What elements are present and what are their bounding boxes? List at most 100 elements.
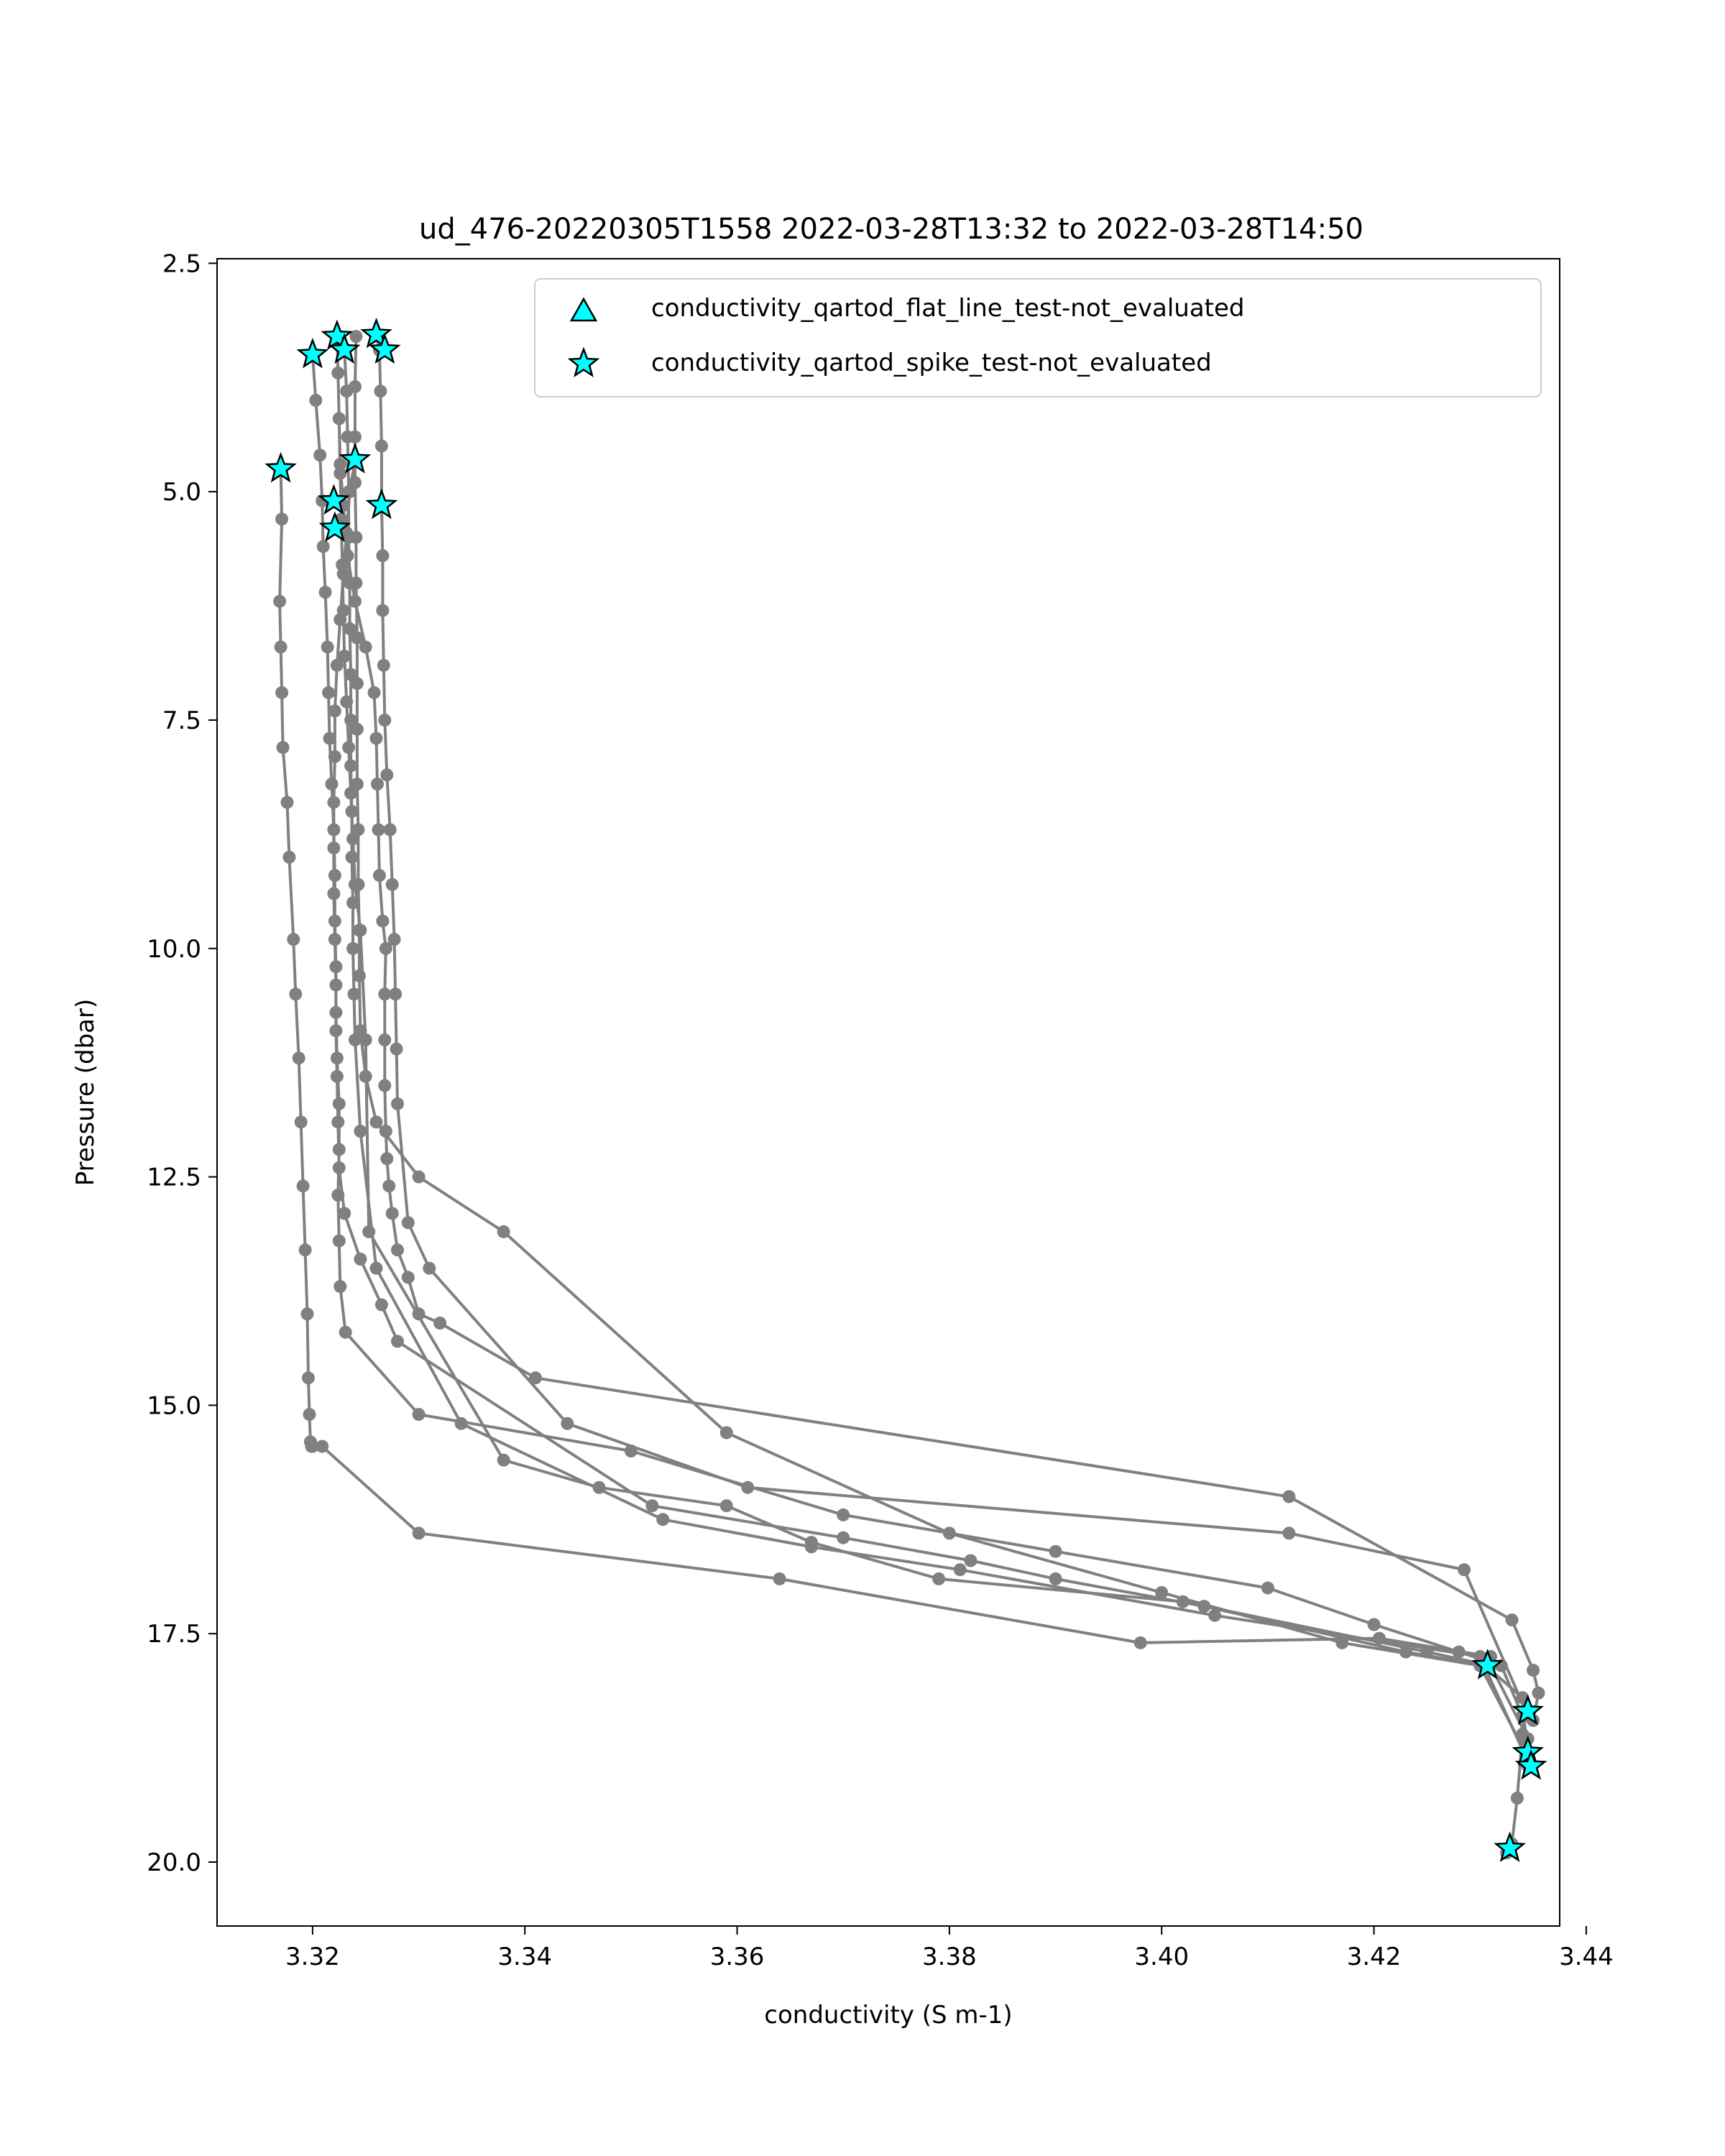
data-point — [359, 1033, 372, 1046]
data-point — [336, 604, 350, 617]
data-point — [1155, 1586, 1169, 1599]
data-point — [328, 750, 341, 763]
spike-star-marker — [1494, 1831, 1526, 1862]
data-point — [656, 1513, 670, 1526]
data-point — [332, 1161, 346, 1174]
spike-star-marker — [318, 511, 351, 543]
legend-triangle-icon — [569, 297, 598, 322]
data-point — [773, 1572, 786, 1585]
data-point — [1527, 1664, 1540, 1677]
data-point — [391, 1243, 404, 1257]
data-point — [300, 1307, 314, 1321]
data-point — [298, 1243, 312, 1257]
data-point — [341, 430, 354, 443]
spike-star-marker — [328, 333, 361, 364]
data-point — [343, 576, 356, 590]
data-point — [497, 1453, 510, 1467]
data-point — [377, 658, 390, 672]
spike-star-marker — [1514, 1749, 1547, 1780]
data-point — [275, 686, 289, 699]
data-point — [354, 923, 367, 937]
data-point — [1420, 1645, 1434, 1659]
data-point — [334, 466, 347, 480]
data-point — [1335, 1636, 1349, 1649]
spike-star-marker — [1512, 1694, 1545, 1726]
data-point — [331, 366, 345, 379]
data-point — [561, 1416, 574, 1430]
plot-frame — [216, 258, 1560, 1927]
y-tick-label: 15.0 — [147, 1391, 201, 1420]
data-point — [382, 1179, 396, 1193]
data-point — [342, 485, 356, 499]
legend-star-icon — [567, 346, 600, 378]
data-point — [328, 933, 341, 946]
y-tick-label: 7.5 — [162, 706, 201, 735]
data-point — [369, 1261, 383, 1275]
spike-star-marker — [365, 488, 398, 520]
data-point — [349, 877, 362, 891]
x-tick-label: 3.40 — [1134, 1943, 1189, 1971]
spike-star-marker — [360, 317, 392, 349]
data-point — [837, 1531, 850, 1544]
x-tick-label: 3.34 — [497, 1943, 552, 1971]
data-point — [340, 695, 354, 709]
legend-label-flat-line: conductivity_qartod_flat_line_test-not_e… — [651, 294, 1245, 323]
data-point — [1133, 1636, 1147, 1649]
data-point — [316, 1439, 329, 1453]
data-point — [376, 549, 390, 563]
profile-series-4 — [369, 328, 1535, 1723]
data-point — [318, 586, 332, 599]
data-point — [1049, 1572, 1062, 1585]
data-point — [327, 841, 341, 854]
x-tick-label: 3.42 — [1347, 1943, 1402, 1971]
data-point — [303, 1408, 316, 1422]
y-tick-label: 5.0 — [162, 478, 201, 507]
data-point — [376, 914, 390, 928]
data-point — [372, 823, 385, 837]
data-point — [1510, 1792, 1524, 1805]
data-point — [942, 1526, 956, 1540]
legend-label-spike: conductivity_qartod_spike_test-not_evalu… — [651, 349, 1212, 377]
data-point — [645, 1499, 659, 1513]
data-point — [1516, 1728, 1530, 1741]
data-point — [741, 1480, 755, 1494]
data-point — [334, 1280, 347, 1294]
data-point — [719, 1499, 733, 1513]
data-point — [274, 640, 288, 654]
data-point — [367, 686, 381, 699]
y-tick-label: 10.0 — [147, 935, 201, 964]
data-point — [359, 640, 372, 654]
series-layer — [273, 328, 1545, 1860]
data-point — [412, 1526, 426, 1540]
data-point — [371, 778, 384, 791]
legend-box — [534, 278, 1542, 397]
data-point — [289, 987, 303, 1001]
y-tick-label: 12.5 — [147, 1164, 201, 1192]
data-point — [374, 439, 388, 453]
data-point — [321, 640, 334, 654]
data-point — [401, 1271, 415, 1284]
data-point — [338, 1207, 351, 1220]
data-point — [1532, 1686, 1545, 1700]
data-point — [329, 1024, 343, 1038]
data-point — [354, 1253, 367, 1266]
data-point — [350, 722, 364, 736]
data-point — [296, 1179, 310, 1193]
spike-marker-layer — [264, 317, 1547, 1862]
data-point — [374, 1298, 388, 1312]
data-point — [454, 1416, 468, 1430]
data-point — [378, 1079, 392, 1092]
data-point — [327, 887, 341, 900]
data-point — [387, 933, 401, 946]
data-point — [350, 677, 364, 691]
x-axis-ticks: 3.32 3.34 3.36 3.38 3.40 3.42 3.44 — [285, 1926, 1614, 1971]
x-tick-label: 3.32 — [285, 1943, 340, 1971]
y-tick-label: 17.5 — [147, 1620, 201, 1649]
data-point — [325, 778, 339, 791]
data-point — [347, 987, 361, 1001]
data-point — [380, 768, 394, 782]
data-point — [433, 1317, 447, 1330]
data-point — [378, 1033, 392, 1046]
spike-star-marker — [296, 337, 329, 369]
